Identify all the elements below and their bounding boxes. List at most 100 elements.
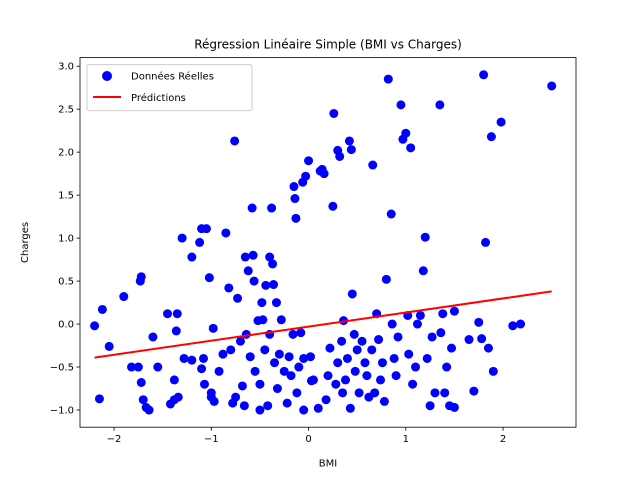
data-point — [305, 352, 315, 362]
data-point — [245, 352, 255, 362]
y-tick-label: 2.0 — [58, 148, 74, 159]
data-point — [172, 309, 182, 319]
data-point — [337, 336, 347, 346]
data-point — [449, 402, 459, 412]
data-point — [479, 70, 489, 80]
legend-frame — [86, 64, 253, 112]
data-point — [447, 343, 457, 353]
data-point — [338, 388, 348, 398]
data-point — [243, 266, 253, 276]
data-point — [294, 362, 304, 372]
data-point — [292, 388, 302, 398]
data-point — [386, 209, 396, 219]
data-point — [341, 375, 351, 385]
data-point — [268, 259, 278, 269]
data-point — [195, 237, 205, 247]
data-point — [427, 332, 437, 342]
data-point — [383, 74, 393, 84]
data-point — [169, 375, 179, 385]
data-point — [438, 309, 448, 319]
data-point — [488, 366, 498, 376]
data-point — [349, 329, 359, 339]
data-point — [313, 403, 323, 413]
data-point — [368, 160, 378, 170]
data-point — [171, 326, 181, 336]
data-point — [483, 343, 493, 353]
data-point — [408, 379, 418, 389]
data-point — [370, 388, 380, 398]
data-point — [135, 276, 145, 286]
data-point — [367, 345, 377, 355]
data-point — [347, 289, 357, 299]
data-point — [299, 353, 309, 363]
data-point — [406, 143, 416, 153]
legend: Données Réelles Prédictions — [86, 64, 253, 112]
data-point — [233, 293, 243, 303]
y-axis-label: Charges — [20, 222, 31, 263]
data-point — [425, 401, 435, 411]
data-point — [144, 405, 154, 415]
data-point — [477, 334, 487, 344]
data-point — [321, 395, 331, 405]
data-point — [508, 321, 518, 331]
data-point — [329, 108, 339, 118]
data-point — [260, 345, 270, 355]
data-point — [304, 156, 314, 166]
data-point — [333, 358, 343, 368]
data-point — [296, 328, 306, 338]
data-point — [263, 401, 273, 411]
x-tick-label: −1 — [204, 434, 219, 445]
data-point — [464, 335, 474, 345]
data-point — [342, 353, 352, 363]
data-point — [235, 336, 245, 346]
chart-title: Régression Linéaire Simple (BMI vs Charg… — [194, 38, 462, 52]
series-layer — [90, 70, 557, 415]
data-point — [469, 386, 479, 396]
data-point — [481, 237, 491, 247]
legend-marker-scatter — [102, 71, 112, 81]
data-point — [261, 280, 271, 290]
data-point — [272, 384, 282, 394]
x-tick-label: 1 — [403, 434, 409, 445]
data-point — [516, 319, 526, 329]
data-point — [346, 145, 356, 155]
data-point — [442, 362, 452, 372]
data-point — [335, 151, 345, 161]
data-point — [199, 353, 209, 363]
data-point — [153, 362, 163, 372]
y-tick-label: 0.5 — [58, 277, 74, 288]
data-point — [374, 335, 384, 345]
data-point — [328, 201, 338, 211]
data-point — [214, 366, 224, 376]
data-point — [199, 379, 209, 389]
data-point — [247, 203, 257, 213]
data-point — [286, 371, 296, 381]
data-point — [345, 403, 355, 413]
data-point — [231, 392, 241, 402]
data-point — [127, 362, 137, 372]
data-point — [301, 171, 311, 181]
data-point — [376, 375, 386, 385]
data-point — [420, 232, 430, 242]
data-point — [401, 128, 411, 138]
y-tick-label: 1.5 — [58, 191, 74, 202]
x-tick-label: −2 — [107, 434, 122, 445]
data-point — [440, 388, 450, 398]
data-point — [221, 228, 231, 238]
data-point — [267, 203, 277, 213]
data-point — [206, 392, 216, 402]
data-point — [187, 252, 197, 262]
legend-label-line: Prédictions — [131, 92, 186, 104]
data-point — [90, 321, 100, 331]
data-point — [270, 358, 280, 368]
x-tick-label: 0 — [305, 434, 311, 445]
data-point — [415, 310, 425, 320]
data-point — [362, 371, 372, 381]
data-point — [239, 401, 249, 411]
data-point — [354, 388, 364, 398]
data-point — [276, 315, 286, 325]
data-point — [148, 332, 158, 342]
data-point — [94, 394, 104, 404]
data-point — [258, 315, 268, 325]
